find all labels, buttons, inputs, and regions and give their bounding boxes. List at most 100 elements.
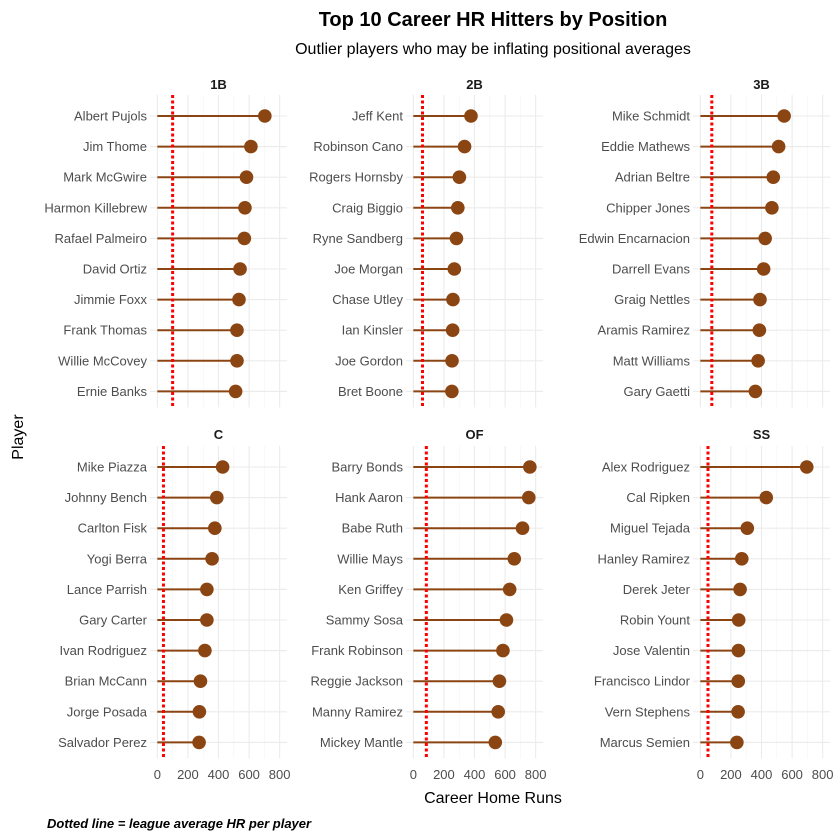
lollipop-point	[239, 170, 254, 184]
x-tick-label: 0	[697, 767, 704, 782]
lollipop-point	[238, 201, 252, 215]
lollipop-point	[210, 490, 224, 505]
player-label: Babe Ruth	[342, 521, 403, 536]
x-tick-label: 400	[464, 767, 486, 782]
lollipop-point	[491, 705, 505, 719]
player-label: Chipper Jones	[606, 200, 690, 215]
lollipop-point	[799, 460, 814, 474]
lollipop-point	[446, 292, 460, 307]
lollipop-point	[731, 643, 746, 658]
player-label: Rogers Hornsby	[309, 170, 403, 185]
x-tick-label: 800	[812, 767, 834, 782]
player-label: Sammy Sosa	[326, 613, 404, 628]
lollipop-point	[758, 231, 772, 246]
lollipop-point	[445, 384, 459, 399]
player-label: Ian Kinsler	[342, 323, 404, 338]
lollipop-point	[753, 292, 767, 307]
player-label: Albert Pujols	[74, 109, 147, 124]
facet-3b: 3B Mike Schmidt Eddie Mathews Adrian Beltre…	[579, 77, 830, 408]
lollipop-point	[215, 460, 230, 474]
lollipop-point	[192, 705, 207, 719]
lollipop-point	[521, 490, 536, 505]
player-label: Brian McCann	[65, 674, 147, 689]
lollipop-point	[499, 613, 514, 627]
player-label: Craig Biggio	[332, 200, 403, 215]
player-label: Joe Morgan	[334, 262, 403, 277]
lollipop-point	[232, 292, 246, 307]
lollipop-point	[452, 170, 467, 184]
x-axis-title: Career Home Runs	[424, 790, 562, 807]
lollipop-point	[766, 170, 781, 184]
player-label: Vern Stephens	[605, 704, 691, 719]
player-label: Matt Williams	[613, 353, 691, 368]
player-label: Alex Rodriguez	[602, 460, 690, 475]
lollipop-point	[730, 735, 744, 750]
player-label: Jose Valentin	[613, 643, 690, 658]
lollipop-point	[200, 582, 214, 597]
facet-strip-label: 2B	[466, 77, 483, 92]
lollipop-point	[205, 552, 219, 566]
lollipop-point	[765, 201, 779, 215]
chart-subtitle: Outlier players who may be inflating pos…	[295, 41, 691, 58]
player-label: Jeff Kent	[352, 109, 403, 124]
x-tick-label: 400	[208, 767, 230, 782]
x-tick-label: 800	[525, 767, 547, 782]
player-label: Reggie Jackson	[311, 674, 404, 689]
lollipop-point	[230, 323, 244, 338]
player-label: Mike Piazza	[77, 460, 148, 475]
lollipop-point	[751, 354, 765, 368]
x-tick-label: 600	[238, 767, 260, 782]
lollipop-point	[507, 552, 522, 566]
player-label: Gary Carter	[79, 613, 148, 628]
player-label: Bret Boone	[338, 384, 403, 399]
player-label: Ken Griffey	[338, 582, 403, 597]
lollipop-point	[740, 521, 755, 535]
lollipop-point	[523, 460, 537, 474]
player-label: Willie Mays	[337, 551, 403, 566]
lollipop-point	[445, 354, 459, 368]
facet-ss: SS Alex Rodriguez Cal Ripken Miguel Tejada H…	[594, 427, 834, 782]
chart-title: Top 10 Career HR Hitters by Position	[319, 9, 668, 31]
lollipop-point	[193, 674, 208, 688]
lollipop-point	[515, 521, 530, 535]
player-label: Ivan Rodriguez	[60, 643, 147, 658]
player-label: Mark McGwire	[63, 170, 147, 185]
facet-strip-label: OF	[465, 427, 483, 442]
player-label: David Ortiz	[83, 262, 147, 277]
player-label: Gary Gaetti	[624, 384, 691, 399]
player-label: Marcus Semien	[600, 735, 690, 750]
player-label: Frank Thomas	[63, 323, 147, 338]
x-tick-label: 200	[720, 767, 742, 782]
player-label: Aramis Ramirez	[598, 323, 690, 338]
lollipop-point	[731, 705, 745, 719]
lollipop-point	[198, 643, 212, 658]
lollipop-point	[208, 521, 222, 535]
player-label: Carlton Fisk	[78, 521, 148, 536]
lollipop-point	[731, 613, 746, 627]
facet-of: OF Barry Bonds Hank Aaron Babe Ruth Willie M…	[311, 427, 547, 782]
lollipop-point	[464, 109, 478, 123]
lollipop-point	[233, 262, 247, 276]
player-label: Manny Ramirez	[312, 704, 403, 719]
player-label: Willie McCovey	[58, 353, 147, 368]
x-tick-label: 0	[154, 767, 161, 782]
lollipop-point	[488, 735, 503, 750]
lollipop-point	[777, 109, 791, 123]
x-tick-label: 600	[494, 767, 516, 782]
player-label: Graig Nettles	[614, 292, 690, 307]
lollipop-point	[447, 262, 462, 276]
player-label: Chase Utley	[332, 292, 403, 307]
player-label: Jim Thome	[83, 139, 147, 154]
player-label: Cal Ripken	[626, 490, 690, 505]
lollipop-point	[449, 231, 464, 246]
player-label: Jorge Posada	[67, 704, 148, 719]
x-tick-label: 600	[781, 767, 803, 782]
lollipop-point	[192, 735, 206, 750]
player-label: Mickey Mantle	[320, 735, 403, 750]
player-label: Ryne Sandberg	[313, 231, 403, 246]
player-label: Robinson Cano	[313, 139, 403, 154]
player-label: Frank Robinson	[311, 643, 403, 658]
lollipop-point	[752, 323, 767, 338]
player-label: Adrian Beltre	[615, 170, 690, 185]
